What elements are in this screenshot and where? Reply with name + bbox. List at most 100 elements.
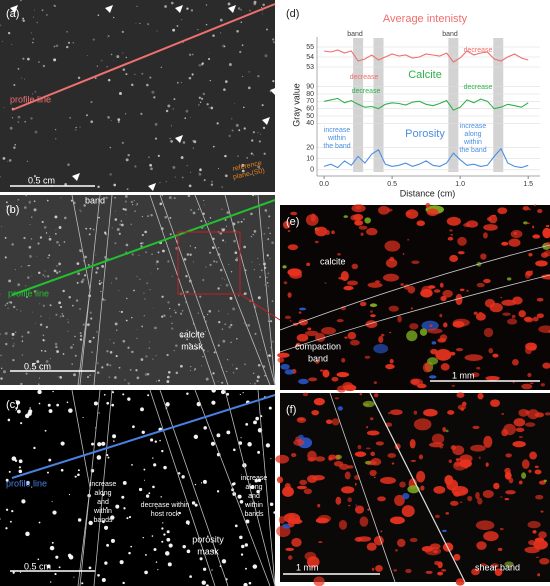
speck bbox=[98, 412, 100, 414]
speck bbox=[189, 575, 192, 578]
speck bbox=[222, 239, 225, 242]
speck bbox=[180, 156, 184, 159]
speck bbox=[90, 101, 93, 104]
speck bbox=[34, 130, 38, 134]
grain bbox=[532, 234, 541, 239]
speck bbox=[98, 216, 100, 219]
grain bbox=[529, 382, 534, 385]
grain bbox=[542, 362, 550, 369]
grain bbox=[476, 541, 487, 550]
speck bbox=[203, 567, 207, 571]
speck bbox=[271, 340, 274, 343]
grain bbox=[350, 214, 361, 221]
speck bbox=[166, 380, 170, 383]
grain bbox=[359, 516, 369, 527]
speck bbox=[219, 232, 223, 235]
band-line bbox=[159, 389, 229, 586]
profile-line bbox=[11, 199, 276, 296]
speck bbox=[266, 28, 268, 31]
speck bbox=[122, 581, 125, 585]
speck bbox=[272, 79, 275, 83]
panel-text: (f) bbox=[286, 404, 296, 416]
speck bbox=[127, 346, 130, 349]
speck bbox=[91, 442, 94, 446]
speck bbox=[181, 310, 184, 312]
grain bbox=[457, 236, 467, 246]
speck bbox=[53, 269, 57, 273]
speck bbox=[21, 354, 24, 356]
speck bbox=[241, 169, 245, 173]
arrowhead bbox=[175, 135, 183, 143]
grain bbox=[532, 530, 537, 534]
speck bbox=[131, 83, 134, 87]
speck bbox=[154, 122, 158, 126]
speck bbox=[28, 289, 30, 291]
grain bbox=[337, 406, 343, 411]
speck bbox=[1, 226, 3, 228]
x-tick-label: 1.5 bbox=[523, 181, 533, 188]
speck bbox=[223, 45, 226, 48]
speck bbox=[223, 279, 226, 281]
speck bbox=[193, 261, 195, 263]
speck bbox=[174, 176, 176, 178]
speck bbox=[27, 265, 29, 267]
speck bbox=[45, 325, 49, 329]
speck bbox=[109, 364, 112, 367]
grain bbox=[359, 392, 363, 396]
speck bbox=[140, 112, 143, 116]
speck bbox=[130, 545, 133, 548]
speck bbox=[198, 172, 200, 173]
speck bbox=[182, 141, 186, 144]
speck bbox=[12, 344, 15, 348]
band-boundary bbox=[369, 392, 466, 583]
grain bbox=[367, 508, 370, 511]
data-line bbox=[323, 97, 529, 111]
speck bbox=[56, 350, 60, 353]
grain bbox=[538, 531, 547, 539]
speck bbox=[58, 270, 61, 273]
speck bbox=[186, 549, 191, 554]
speck bbox=[269, 502, 274, 507]
grain bbox=[450, 500, 459, 506]
speck bbox=[132, 203, 134, 206]
grain bbox=[299, 307, 307, 311]
speck bbox=[116, 228, 120, 231]
speck bbox=[258, 140, 261, 143]
grain bbox=[354, 505, 365, 514]
speck bbox=[142, 536, 144, 539]
speck bbox=[37, 389, 42, 395]
grain bbox=[421, 546, 434, 552]
speck bbox=[38, 271, 41, 275]
speck bbox=[24, 120, 26, 123]
speck bbox=[205, 377, 209, 381]
speck bbox=[97, 14, 100, 16]
speck bbox=[153, 463, 157, 467]
speck bbox=[130, 223, 133, 226]
grain bbox=[534, 469, 542, 475]
speck bbox=[144, 372, 148, 376]
speck bbox=[201, 365, 203, 367]
speck bbox=[33, 208, 37, 212]
speck bbox=[62, 315, 65, 318]
speck bbox=[30, 117, 33, 120]
speck bbox=[9, 126, 13, 130]
speck bbox=[229, 296, 233, 300]
speck bbox=[152, 307, 154, 309]
grain bbox=[407, 485, 420, 494]
speck bbox=[109, 146, 112, 149]
speck bbox=[55, 345, 58, 349]
speck bbox=[238, 129, 241, 132]
speck bbox=[209, 217, 212, 219]
grain bbox=[455, 293, 463, 306]
speck bbox=[60, 468, 64, 472]
panel-text: 0.5 cm bbox=[24, 361, 51, 371]
speck bbox=[262, 10, 264, 12]
speck bbox=[11, 332, 15, 336]
grain bbox=[459, 288, 465, 292]
speck bbox=[267, 285, 270, 287]
grain bbox=[369, 303, 378, 308]
speck bbox=[71, 304, 74, 307]
speck bbox=[132, 425, 135, 429]
grain bbox=[542, 227, 550, 239]
speck bbox=[163, 533, 166, 536]
